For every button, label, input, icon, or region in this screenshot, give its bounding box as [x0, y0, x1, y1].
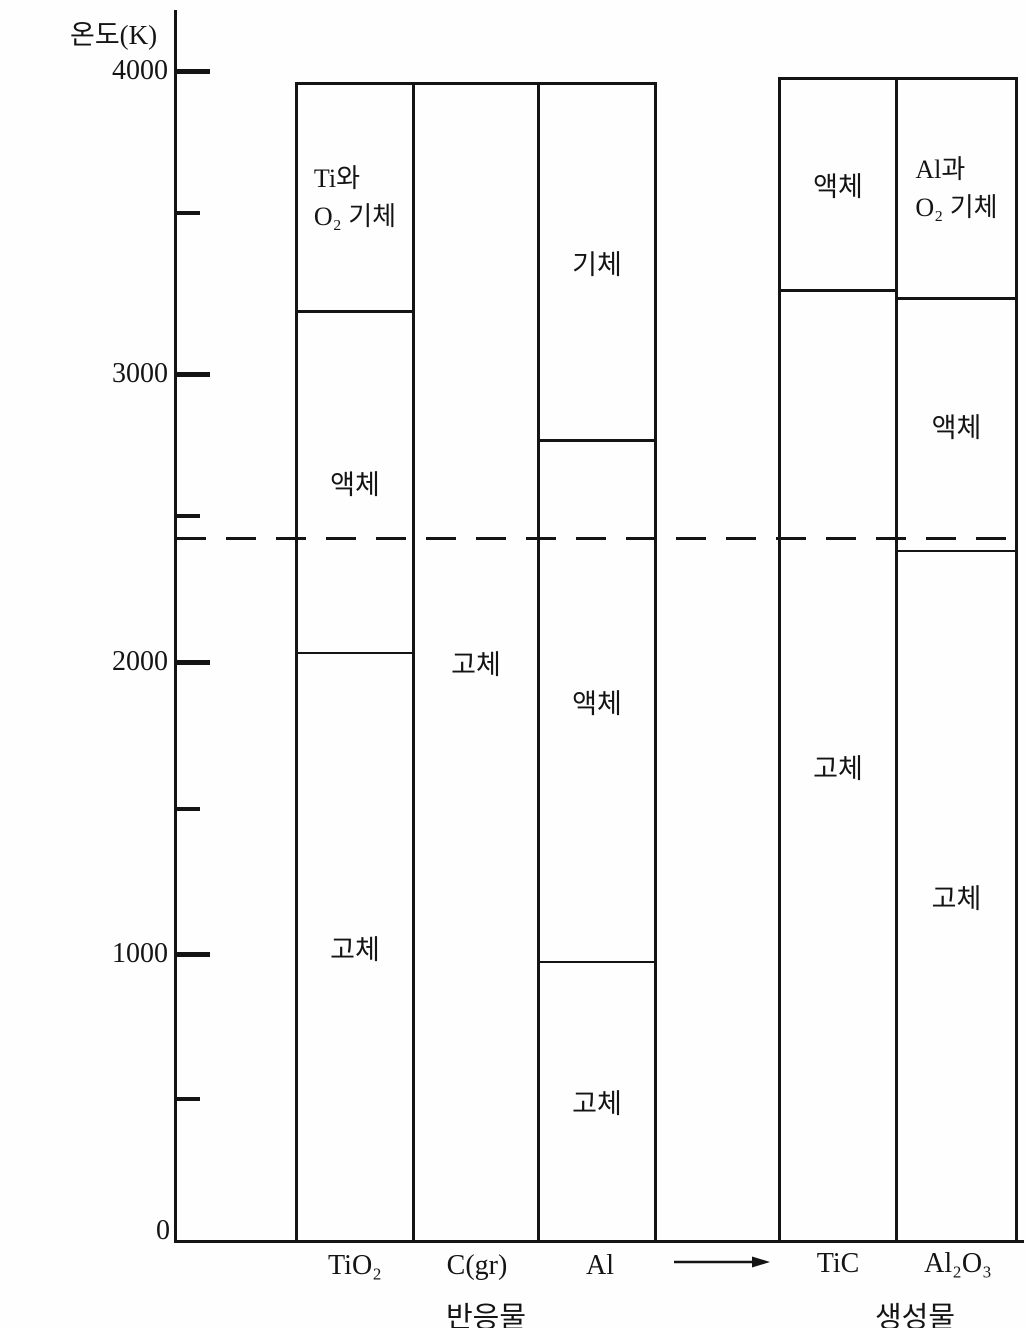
tio2-liquid-segment: 액체: [298, 313, 412, 654]
column-tio2: Ti와 O₂ 기체 액체 고체: [295, 82, 415, 1243]
minor-tick: [174, 807, 200, 811]
dashed-reference-line: [176, 537, 1026, 540]
major-tick-2000: [174, 660, 210, 665]
minor-tick: [174, 1097, 200, 1101]
y-axis-title: 온도(K): [70, 20, 158, 50]
substance-label-al: Al: [586, 1250, 614, 1281]
tio2-gas-label-line2: O₂ 기체: [313, 201, 397, 231]
al2o3-gas-label-line2: O₂ 기체: [915, 192, 998, 222]
tic-liquid-segment: 액체: [781, 80, 895, 292]
x-axis-baseline: [174, 1240, 1024, 1243]
minor-tick: [174, 514, 200, 518]
tick-label-1000: 1000: [112, 938, 168, 969]
al2o3-solid-segment: 고체: [898, 552, 1015, 1240]
reactants-group-label: 반응물: [445, 1302, 527, 1328]
al2o3-liquid-segment: 액체: [898, 300, 1015, 552]
major-tick-3000: [174, 372, 210, 377]
substance-label-tic: TiC: [816, 1248, 860, 1279]
substance-label-al2o3: Al₂O₃: [924, 1248, 992, 1279]
al2o3-gas-segment: Al과 O₂ 기체: [898, 80, 1015, 300]
tic-solid-label: 고체: [813, 753, 863, 784]
tio2-gas-segment: Ti와 O₂ 기체: [298, 85, 412, 313]
tio2-liquid-label: 액체: [330, 470, 380, 500]
column-al2o3: Al과 O₂ 기체 액체 고체: [895, 77, 1018, 1243]
al-gas-segment: 기체: [540, 85, 654, 442]
column-al: 기체 액체 고체: [537, 82, 657, 1243]
major-tick-4000: [174, 69, 210, 74]
al2o3-gas-label-line1: Al과: [915, 154, 966, 184]
al-liquid-label: 액체: [572, 689, 622, 719]
tio2-gas-label-line1: Ti와: [313, 163, 361, 193]
column-tic: 액체 고체: [778, 77, 898, 1243]
tick-label-0: 0: [156, 1215, 170, 1246]
al-liquid-segment: 액체: [540, 442, 654, 963]
y-axis-line: [174, 10, 177, 1243]
al2o3-solid-label: 고체: [931, 883, 982, 914]
al-solid-segment: 고체: [540, 963, 654, 1240]
cgr-solid-segment: 고체: [415, 85, 537, 1240]
al2o3-liquid-label: 액체: [931, 412, 982, 443]
substance-label-cgr: C(gr): [446, 1250, 508, 1281]
products-group-label: 생성물: [874, 1302, 956, 1328]
tick-label-3000: 3000: [112, 358, 168, 389]
tio2-solid-label: 고체: [330, 934, 380, 965]
al-gas-label: 기체: [572, 249, 622, 280]
tick-label-4000: 4000: [112, 55, 168, 86]
tic-liquid-label: 액체: [813, 172, 863, 202]
tio2-solid-segment: 고체: [298, 654, 412, 1240]
cgr-solid-label: 고체: [451, 650, 501, 680]
minor-tick: [174, 211, 200, 215]
al-solid-label: 고체: [572, 1089, 622, 1119]
substance-label-tio2: TiO₂: [328, 1250, 382, 1281]
tic-solid-segment: 고체: [781, 292, 895, 1240]
major-tick-1000: [174, 952, 210, 957]
tick-label-2000: 2000: [112, 646, 168, 677]
reaction-arrow-icon: [672, 1252, 772, 1272]
column-cgr: 고체: [412, 82, 540, 1243]
